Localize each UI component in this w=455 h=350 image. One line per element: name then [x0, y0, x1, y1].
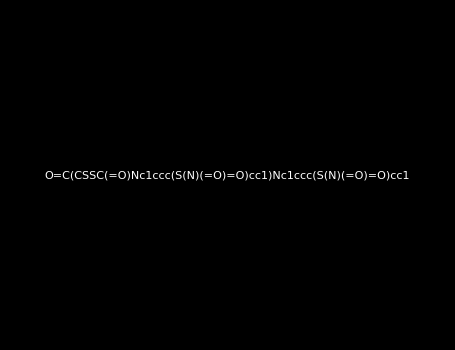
Text: O=C(CSSC(=O)Nc1ccc(S(N)(=O)=O)cc1)Nc1ccc(S(N)(=O)=O)cc1: O=C(CSSC(=O)Nc1ccc(S(N)(=O)=O)cc1)Nc1ccc…	[45, 170, 410, 180]
